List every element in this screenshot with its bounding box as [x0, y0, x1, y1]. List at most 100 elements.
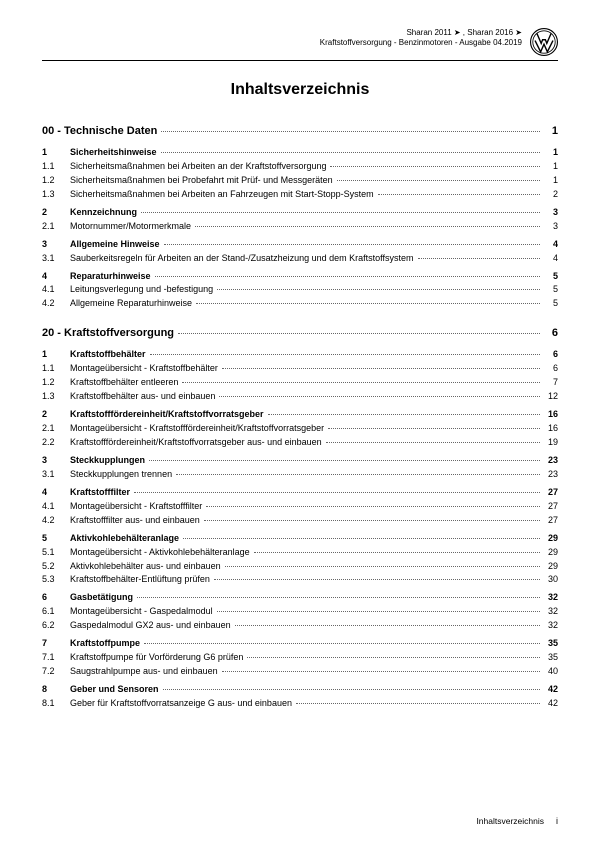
section-page: 32 [544, 591, 558, 605]
leader-dots [378, 194, 540, 195]
section-number: 7 [42, 637, 70, 651]
section-page: 27 [544, 486, 558, 500]
toc-chapter: 00 - Technische Daten11Sicherheitshinwei… [42, 123, 558, 311]
subsection-label: Montageübersicht - Kraftstoffbehälter [70, 362, 218, 376]
toc-section-row: 2Kennzeichnung3 [42, 206, 558, 220]
subsection-page: 29 [544, 560, 558, 574]
toc-section-row: 3Allgemeine Hinweise4 [42, 238, 558, 252]
subsection-number: 6.2 [42, 619, 70, 633]
subsection-page: 32 [544, 619, 558, 633]
footer-label: Inhaltsverzeichnis [476, 816, 544, 826]
section-number: 4 [42, 270, 70, 284]
toc-subsection-row: 5.2Aktivkohlebehälter aus- und einbauen 2… [42, 560, 558, 574]
subsection-label: Montageübersicht - Kraftstofffilter [70, 500, 202, 514]
subsection-label: Aktivkohlebehälter aus- und einbauen [70, 560, 221, 574]
leader-dots [183, 538, 540, 539]
section-number: 1 [42, 146, 70, 160]
toc-subsection-row: 3.1Steckkupplungen trennen23 [42, 468, 558, 482]
footer-page-number: i [556, 816, 558, 826]
toc-section-row: 5Aktivkohlebehälteranlage29 [42, 532, 558, 546]
leader-dots [217, 289, 540, 290]
leader-dots [161, 131, 540, 132]
leader-dots [150, 354, 540, 355]
subsection-number: 8.1 [42, 697, 70, 711]
subsection-number: 5.1 [42, 546, 70, 560]
toc-subsection-row: 1.1Sicherheitsmaßnahmen bei Arbeiten an … [42, 160, 558, 174]
leader-dots [214, 579, 540, 580]
toc-subsection-row: 3.1Sauberkeitsregeln für Arbeiten an der… [42, 252, 558, 266]
toc-subsection-row: 5.3Kraftstoffbehälter-Entlüftung prüfen3… [42, 573, 558, 587]
subsection-number: 3.1 [42, 468, 70, 482]
leader-dots [217, 611, 540, 612]
subsection-label: Montageübersicht - Gaspedalmodul [70, 605, 213, 619]
section-number: 2 [42, 206, 70, 220]
toc-section-block: 7Kraftstoffpumpe 357.1Kraftstoffpumpe für… [42, 637, 558, 679]
section-label: Kraftstoffpumpe [70, 637, 140, 651]
toc-section-row: 2Kraftstofffördereinheit/Kraftstoffvorra… [42, 408, 558, 422]
page-header: Sharan 2011 ➤ , Sharan 2016 ➤ Kraftstoff… [42, 28, 558, 61]
toc-subsection-row: 4.1Montageübersicht - Kraftstofffilter27 [42, 500, 558, 514]
leader-dots [176, 474, 540, 475]
toc-subsection-row: 1.3Kraftstoffbehälter aus- und einbauen1… [42, 390, 558, 404]
section-page: 42 [544, 683, 558, 697]
toc-subsection-row: 1.2Sicherheitsmaßnahmen bei Probefahrt m… [42, 174, 558, 188]
toc-section-block: 3Allgemeine Hinweise43.1Sauberkeitsregel… [42, 238, 558, 266]
section-number: 2 [42, 408, 70, 422]
subsection-page: 4 [544, 252, 558, 266]
subsection-number: 5.2 [42, 560, 70, 574]
subsection-label: Sicherheitsmaßnahmen bei Arbeiten an der… [70, 160, 326, 174]
section-number: 8 [42, 683, 70, 697]
subsection-number: 1.3 [42, 188, 70, 202]
section-number: 1 [42, 348, 70, 362]
page-title: Inhaltsverzeichnis [42, 81, 558, 99]
subsection-page: 35 [544, 651, 558, 665]
header-line1: Sharan 2011 ➤ , Sharan 2016 ➤ [320, 28, 522, 38]
subsection-page: 40 [544, 665, 558, 679]
toc-section-row: 1Sicherheitshinweise1 [42, 146, 558, 160]
leader-dots [196, 303, 540, 304]
section-page: 16 [544, 408, 558, 422]
toc-section-block: 2Kraftstofffördereinheit/Kraftstoffvorra… [42, 408, 558, 450]
toc-chapter-heading: 20 - Kraftstoffversorgung6 [42, 325, 558, 342]
leader-dots [222, 368, 540, 369]
leader-dots [219, 396, 540, 397]
subsection-number: 4.2 [42, 297, 70, 311]
header-line2: Kraftstoffversorgung - Benzinmotoren - A… [320, 38, 522, 48]
leader-dots [268, 414, 540, 415]
toc-chapter: 20 - Kraftstoffversorgung61Kraftstoffbeh… [42, 325, 558, 711]
header-text: Sharan 2011 ➤ , Sharan 2016 ➤ Kraftstoff… [320, 28, 522, 49]
toc-section-block: 1Kraftstoffbehälter61.1Montageübersicht … [42, 348, 558, 404]
subsection-number: 4.1 [42, 283, 70, 297]
toc-subsection-row: 7.1Kraftstoffpumpe für Vorförderung G6 p… [42, 651, 558, 665]
subsection-page: 7 [544, 376, 558, 390]
subsection-number: 4.2 [42, 514, 70, 528]
leader-dots [225, 566, 540, 567]
subsection-label: Sicherheitsmaßnahmen bei Probefahrt mit … [70, 174, 333, 188]
subsection-page: 32 [544, 605, 558, 619]
subsection-label: Montageübersicht - Kraftstofffördereinhe… [70, 422, 324, 436]
leader-dots [195, 226, 540, 227]
leader-dots [330, 166, 540, 167]
subsection-label: Kraftstofffördereinheit/Kraftstoffvorrat… [70, 436, 322, 450]
toc-section-row: 6Gasbetätigung32 [42, 591, 558, 605]
section-label: Kennzeichnung [70, 206, 137, 220]
page-footer: Inhaltsverzeichnis i [476, 816, 558, 826]
subsection-label: Montageübersicht - Aktivkohlebehälteranl… [70, 546, 250, 560]
subsection-number: 4.1 [42, 500, 70, 514]
leader-dots [337, 180, 540, 181]
subsection-page: 16 [544, 422, 558, 436]
toc-subsection-row: 4.2Allgemeine Reparaturhinweise5 [42, 297, 558, 311]
chapter-page: 1 [544, 123, 558, 140]
leader-dots [418, 258, 540, 259]
section-page: 35 [544, 637, 558, 651]
section-page: 4 [544, 238, 558, 252]
leader-dots [164, 244, 540, 245]
subsection-number: 3.1 [42, 252, 70, 266]
subsection-page: 5 [544, 283, 558, 297]
subsection-label: Kraftstoffbehälter aus- und einbauen [70, 390, 215, 404]
vw-logo-icon [530, 28, 558, 56]
toc-section-row: 4Reparaturhinweise5 [42, 270, 558, 284]
subsection-number: 1.2 [42, 174, 70, 188]
toc-subsection-row: 7.2Saugstrahlpumpe aus- und einbauen40 [42, 665, 558, 679]
leader-dots [182, 382, 540, 383]
